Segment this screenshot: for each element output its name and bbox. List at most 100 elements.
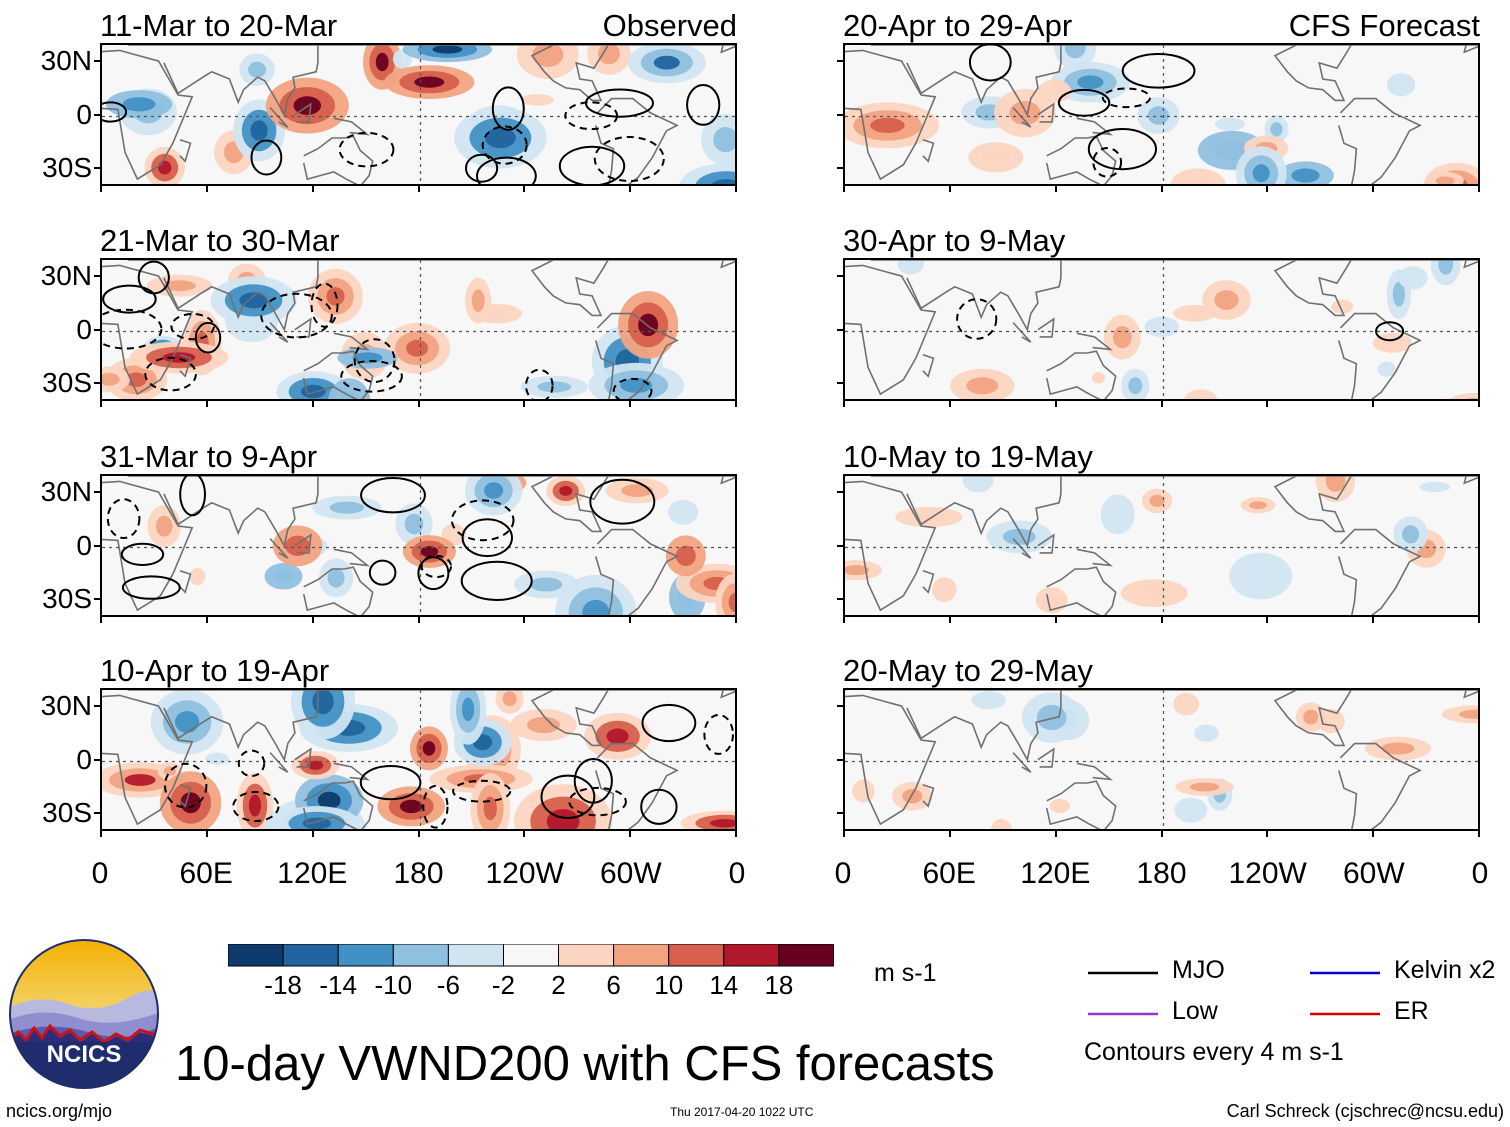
coastline — [530, 690, 609, 747]
coastline — [294, 533, 312, 554]
legend-swatch — [1088, 971, 1158, 975]
x-tick-label: 0 — [1471, 857, 1489, 890]
mjo-contour — [360, 477, 426, 514]
field-blob — [966, 377, 999, 395]
coastline — [594, 528, 679, 615]
map-field — [102, 45, 735, 184]
observed-label: Observed — [602, 8, 737, 43]
field-blob — [189, 568, 206, 586]
y-tick — [837, 598, 843, 601]
mjo-contour — [368, 559, 397, 586]
mjo-contour — [102, 101, 128, 123]
coastline — [906, 476, 1062, 548]
colorbar-label: 18 — [764, 970, 794, 1000]
coastline — [163, 690, 319, 762]
field-blob — [521, 94, 554, 106]
colorbar-label: 6 — [606, 970, 621, 1000]
field-blob — [1002, 528, 1036, 545]
field-blob — [274, 569, 293, 583]
coastline — [179, 138, 192, 163]
x-tick-label: 60W — [1342, 857, 1405, 890]
x-tick — [311, 186, 314, 192]
field-blob — [1249, 501, 1267, 510]
x-tick — [205, 401, 208, 407]
field-blob — [1091, 372, 1105, 384]
field-blob — [102, 372, 120, 386]
field-blob — [1458, 709, 1478, 719]
field-blob — [598, 45, 620, 65]
x-tick — [1054, 831, 1057, 837]
panel-period-label: 10-Apr to 19-Apr — [100, 653, 330, 688]
field-blob — [1043, 593, 1060, 607]
map-panel — [100, 43, 737, 186]
field-blob — [158, 160, 172, 175]
coastline — [906, 260, 1062, 332]
map-panel — [843, 43, 1480, 186]
y-tick — [837, 167, 843, 170]
colorbar-swatch — [778, 944, 834, 967]
x-tick — [1054, 617, 1057, 623]
mjo-contour — [558, 145, 626, 184]
field-blob — [1137, 586, 1171, 600]
field-blob — [1465, 398, 1478, 399]
coastline — [179, 569, 192, 594]
mjo-contour — [968, 45, 1012, 82]
map-field — [845, 260, 1478, 399]
x-tick — [948, 186, 951, 192]
coastline — [302, 566, 374, 615]
coastline — [163, 476, 319, 548]
coastline — [269, 538, 289, 559]
x-tick — [205, 831, 208, 837]
coastline — [1037, 533, 1055, 554]
mjo-contour — [121, 575, 181, 600]
field-blob — [1109, 504, 1127, 525]
mjo-contour — [340, 360, 403, 393]
colorbar-label: -2 — [491, 970, 516, 1000]
field-blob — [537, 381, 572, 393]
coastline — [922, 353, 935, 378]
x-tick — [523, 617, 526, 623]
mjo-contour — [250, 139, 283, 176]
coastline — [845, 45, 1478, 54]
map-panel — [100, 688, 737, 831]
field-blob — [713, 127, 735, 153]
coastline — [1273, 260, 1352, 317]
mjo-contour — [540, 774, 596, 820]
coastline — [922, 569, 935, 594]
colorbar-swatch — [723, 944, 780, 967]
mjo-contour — [481, 125, 528, 165]
colorbar-label: -6 — [436, 970, 460, 1000]
field-blob — [1214, 117, 1245, 131]
x-tick-label: 0 — [91, 857, 109, 890]
x-tick — [1266, 617, 1269, 623]
y-tick-label: 30N — [40, 689, 92, 721]
field-blob — [1325, 476, 1346, 492]
field-blob — [1173, 692, 1199, 716]
mjo-contour — [260, 292, 333, 339]
y-tick — [837, 328, 843, 331]
field-blob — [175, 711, 200, 733]
mjo-contour — [491, 86, 525, 131]
y-tick — [94, 113, 100, 116]
field-blob — [462, 697, 475, 722]
coastline — [302, 350, 374, 399]
colorbar-swatch — [337, 944, 394, 967]
field-blob — [1064, 45, 1086, 59]
coastline — [163, 45, 319, 117]
x-tick — [1372, 617, 1375, 623]
field-blob — [1184, 176, 1212, 184]
y-tick — [94, 598, 100, 601]
mjo-contour — [1375, 321, 1405, 342]
field-blob — [1435, 176, 1455, 184]
coastline — [1076, 332, 1114, 351]
x-tick — [1372, 831, 1375, 837]
field-blob — [991, 818, 1012, 829]
field-blob — [484, 482, 504, 499]
coastline — [530, 260, 609, 317]
map-background — [845, 690, 1478, 829]
map-panel — [843, 688, 1480, 831]
field-blob — [432, 45, 463, 54]
field-blob — [667, 499, 699, 525]
field-blob — [530, 577, 563, 592]
legend-label: Low — [1172, 997, 1218, 1025]
